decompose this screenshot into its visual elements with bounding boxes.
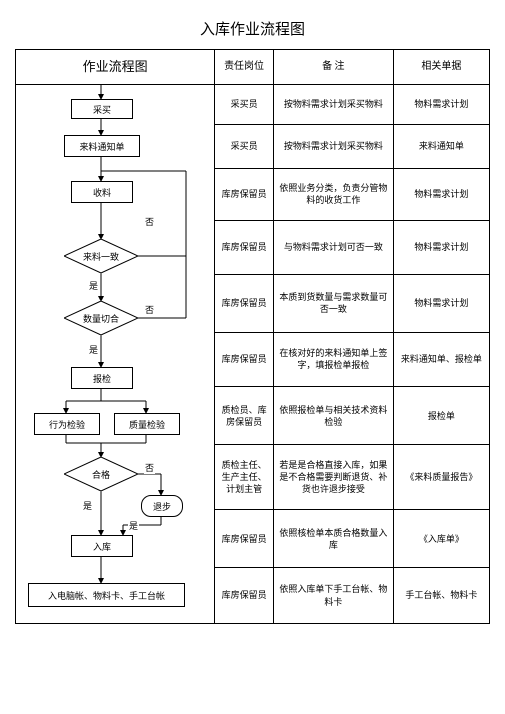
node-quality-check: 质量检验	[114, 413, 180, 435]
flow-column: 作业流程图	[16, 50, 215, 623]
table-cell: 《来料质量报告》	[394, 445, 489, 510]
node-notice: 来料通知单	[64, 135, 140, 157]
label-yes-1: 是	[88, 279, 99, 292]
table-cell: 库房保留员	[215, 333, 273, 388]
flow-header: 作业流程图	[16, 50, 214, 85]
table-cell: 本质到货数量与需求数量可否一致	[274, 275, 393, 333]
table-cell: 依照业务分类，负责分管物料的收货工作	[274, 169, 393, 221]
table-cell: 在核对好的来料通知单上签字，填报检单报检	[274, 333, 393, 388]
node-record: 入电脑帐、物料卡、手工台帐	[28, 583, 185, 607]
table-cell: 库房保留员	[215, 275, 273, 333]
node-match: 来料一致	[64, 239, 138, 273]
page-title: 入库作业流程图	[0, 0, 505, 49]
table-cell: 物料需求计划	[394, 85, 489, 125]
table-cell: 采买员	[215, 125, 273, 169]
table-cell: 依照核检单本质合格数量入库	[274, 510, 393, 568]
table-cell: 来料通知单、报检单	[394, 333, 489, 388]
node-pass: 合格	[64, 457, 138, 491]
flow-body: 采买 来料通知单 收料 来料一致 数量切合 报检 行为检验 质量检验	[16, 85, 214, 623]
node-inspect-req: 报检	[71, 367, 133, 389]
table-cell: 质检员、库房保留员	[215, 387, 273, 445]
table-cell: 依照入库单下手工台帐、物料卡	[274, 568, 393, 623]
table-cell: 与物料需求计划可否一致	[274, 221, 393, 275]
label-no-2: 否	[144, 303, 155, 316]
table-cell: 依照报检单与相关技术资料检验	[274, 387, 393, 445]
label-yes-3: 是	[82, 499, 93, 512]
table-cell: 按物料需求计划采买物料	[274, 85, 393, 125]
table-cell: 库房保留员	[215, 510, 273, 568]
node-receive: 收料	[71, 181, 133, 203]
table-cell: 物料需求计划	[394, 169, 489, 221]
table-cell: 质检主任、生产主任、计划主管	[215, 445, 273, 510]
table-cell: 库房保留员	[215, 169, 273, 221]
remark-header: 备 注	[274, 50, 393, 85]
table-cell: 手工台帐、物料卡	[394, 568, 489, 623]
table-cell: 若是是合格直接入库，如果是不合格需要判断退货、补货也许退步接受	[274, 445, 393, 510]
label-no-1: 否	[144, 215, 155, 228]
table-cell: 物料需求计划	[394, 221, 489, 275]
remark-column: 备 注 按物料需求计划采买物料 按物料需求计划采买物料 依照业务分类，负责分管物…	[274, 50, 394, 623]
doc-column: 相关单据 物料需求计划 来料通知单 物料需求计划 物料需求计划 物料需求计划 来…	[394, 50, 490, 623]
label-no-3: 否	[144, 461, 155, 474]
post-header: 责任岗位	[215, 50, 273, 85]
node-purchase: 采买	[71, 99, 133, 119]
node-behavior-check: 行为检验	[34, 413, 100, 435]
table-cell: 库房保留员	[215, 221, 273, 275]
table-cell: 采买员	[215, 85, 273, 125]
page: 入库作业流程图 作业流程图	[0, 0, 505, 624]
node-qty: 数量切合	[64, 301, 138, 335]
table-cell: 《入库单》	[394, 510, 489, 568]
node-retreat: 退步	[141, 495, 183, 517]
table-cell: 库房保留员	[215, 568, 273, 623]
table-cell: 来料通知单	[394, 125, 489, 169]
table-cell: 按物料需求计划采买物料	[274, 125, 393, 169]
doc-header: 相关单据	[394, 50, 489, 85]
label-yes-2: 是	[88, 343, 99, 356]
table-cell: 报检单	[394, 387, 489, 445]
node-instore: 入库	[71, 535, 133, 557]
post-column: 责任岗位 采买员 采买员 库房保留员 库房保留员 库房保留员 库房保留员 质检员…	[215, 50, 274, 623]
table-cell: 物料需求计划	[394, 275, 489, 333]
label-yes-4: 是	[128, 519, 139, 532]
content-frame: 作业流程图	[15, 49, 490, 624]
